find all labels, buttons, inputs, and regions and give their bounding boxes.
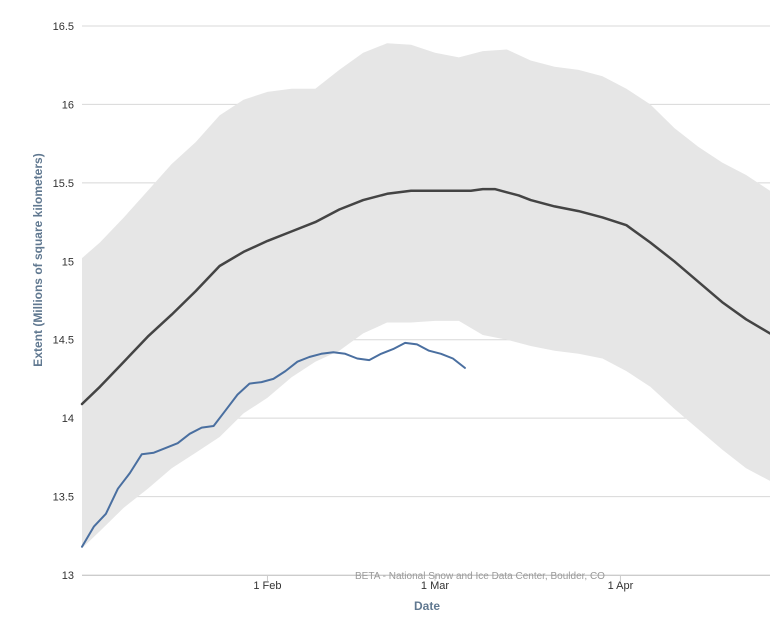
x-axis-title: Date (414, 599, 440, 613)
y-axis-title: Extent (Millions of square kilometers) (31, 153, 45, 366)
x-tick-label: 1 Mar (421, 580, 449, 592)
x-axis-ticks: 1 Feb 1 Mar 1 Apr (253, 575, 634, 592)
y-tick-label: 13 (62, 570, 74, 582)
x-tick-label: 1 Feb (253, 580, 281, 592)
y-tick-label: 14 (62, 413, 74, 425)
series-lines (80, 187, 770, 548)
y-tick-label: 16 (62, 99, 74, 111)
y-tick-label: 14.5 (53, 335, 74, 347)
y-tick-label: 13.5 (53, 492, 74, 504)
current-year-line[interactable] (81, 341, 466, 548)
credit-text[interactable]: BETA - National Snow and Ice Data Center… (355, 571, 605, 582)
x-tick-label: 1 Apr (608, 580, 634, 592)
interdecile-range-band (82, 43, 770, 549)
y-axis-ticks: 13 13.5 14 14.5 15 15.5 16 16.5 (53, 21, 74, 582)
median-line[interactable] (80, 187, 770, 406)
y-tick-label: 15.5 (53, 178, 74, 190)
y-tick-label: 16.5 (53, 21, 74, 33)
y-tick-label: 15 (62, 256, 74, 268)
range-band-area[interactable] (82, 43, 770, 549)
